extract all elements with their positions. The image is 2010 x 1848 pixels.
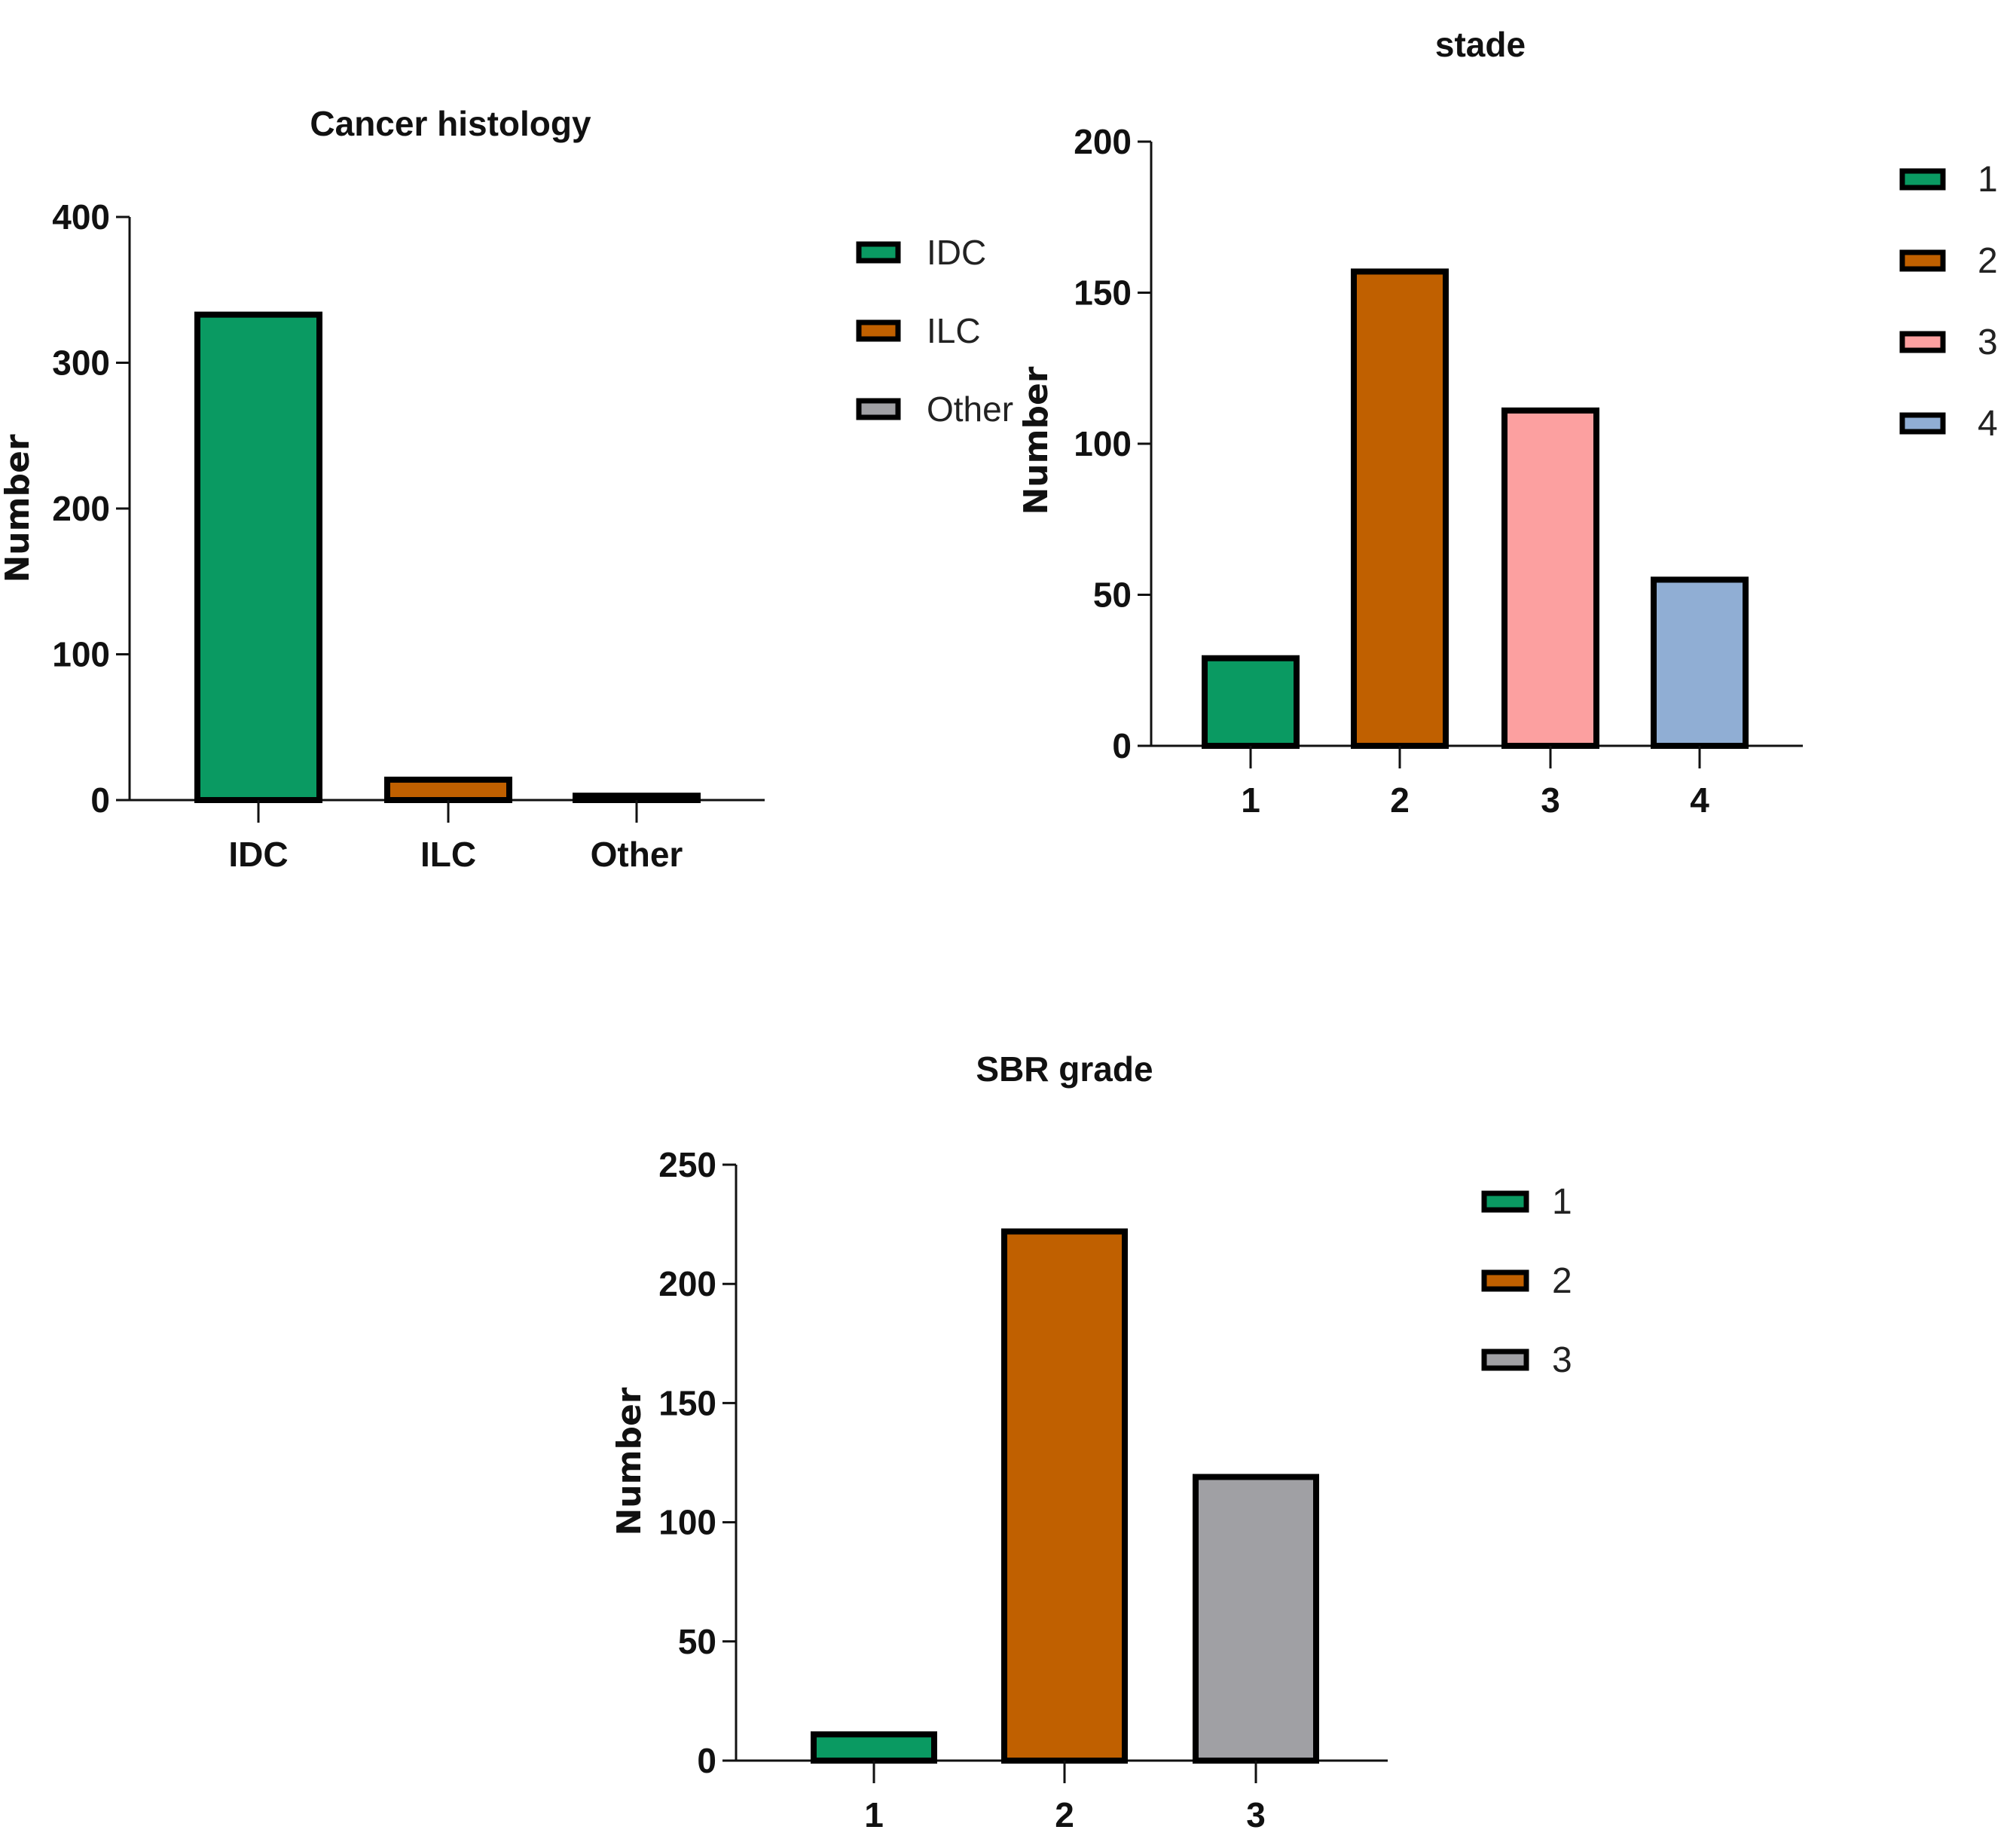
bar-2 (1001, 1228, 1128, 1764)
legend-swatch (856, 241, 901, 264)
y-tick-label: 100 (658, 1503, 716, 1542)
legend-label: 2 (1978, 241, 1998, 281)
legend-swatch (1481, 1349, 1529, 1371)
chart-title: SBR grade (976, 1049, 1153, 1089)
bar-3 (1501, 407, 1599, 749)
x-tick-label: 4 (1690, 780, 1709, 820)
x-tick-label: IDC (228, 835, 288, 874)
y-tick-label: 50 (678, 1622, 716, 1661)
bar-idc (194, 311, 322, 803)
x-tick-label: 1 (864, 1795, 884, 1834)
x-tick-label: 3 (1541, 780, 1560, 820)
bar-ilc (384, 776, 512, 804)
bar-1 (811, 1731, 937, 1764)
legend-swatch (1899, 168, 1946, 191)
legend-label: 3 (1552, 1340, 1572, 1380)
legend-label: 3 (1978, 322, 1998, 362)
y-tick-label: 400 (52, 197, 110, 237)
y-axis-label: Number (0, 434, 37, 582)
x-tick-label: 2 (1055, 1795, 1074, 1834)
x-tick-label: 3 (1246, 1795, 1266, 1834)
legend-swatch (1899, 331, 1946, 353)
y-tick-label: 200 (658, 1264, 716, 1303)
bar-other (573, 793, 701, 803)
y-tick-label: 200 (1074, 122, 1132, 161)
x-tick-label: ILC (420, 835, 476, 874)
legend-label: ILC (927, 311, 981, 350)
legend-swatch (1899, 412, 1946, 435)
y-tick-label: 50 (1093, 576, 1132, 615)
legend-label: 2 (1552, 1261, 1572, 1301)
legend-label: Other (927, 389, 1013, 429)
legend-label: 1 (1978, 160, 1998, 200)
y-tick-label: 100 (52, 635, 110, 674)
legend-label: 1 (1552, 1182, 1572, 1222)
x-tick-label: 2 (1390, 780, 1410, 820)
legend-swatch (1481, 1269, 1529, 1292)
y-tick-label: 250 (658, 1145, 716, 1184)
y-tick-label: 200 (52, 489, 110, 528)
bar-1 (1202, 655, 1300, 750)
x-tick-label: 1 (1241, 780, 1260, 820)
chart-title: Cancer histology (310, 104, 591, 143)
y-tick-label: 150 (1074, 273, 1132, 313)
legend-swatch (1899, 249, 1946, 272)
legend-swatch (1481, 1190, 1529, 1213)
y-axis-label: Number (610, 1387, 649, 1535)
legend-label: 4 (1978, 404, 1998, 444)
legend-swatch (856, 398, 901, 420)
chart-panel-1: Cancer histology Number 0 100 200 300 400 IDC IL… (0, 104, 1013, 874)
chart-panel-3: SBR grade Number 0 50 100 150 200 250 1 2 3 1 2 3 (610, 1049, 1572, 1834)
y-tick-label: 100 (1074, 424, 1132, 463)
chart-panel-2: stade Number 0 50 100 150 200 1 2 3 4 1 2 3 4 (1017, 25, 1998, 820)
bar-4 (1651, 576, 1749, 750)
legend-swatch (856, 319, 901, 342)
chart-title: stade (1435, 25, 1526, 64)
bar-3 (1193, 1474, 1319, 1764)
y-tick-label: 0 (1112, 726, 1132, 765)
y-tick-label: 300 (52, 344, 110, 383)
y-tick-label: 150 (658, 1383, 716, 1422)
legend-label: IDC (927, 233, 986, 272)
bar-2 (1351, 268, 1449, 749)
x-tick-label: Other (591, 835, 683, 874)
y-tick-label: 0 (697, 1741, 716, 1780)
y-tick-label: 0 (90, 780, 110, 820)
y-axis-label: Number (1017, 366, 1055, 515)
